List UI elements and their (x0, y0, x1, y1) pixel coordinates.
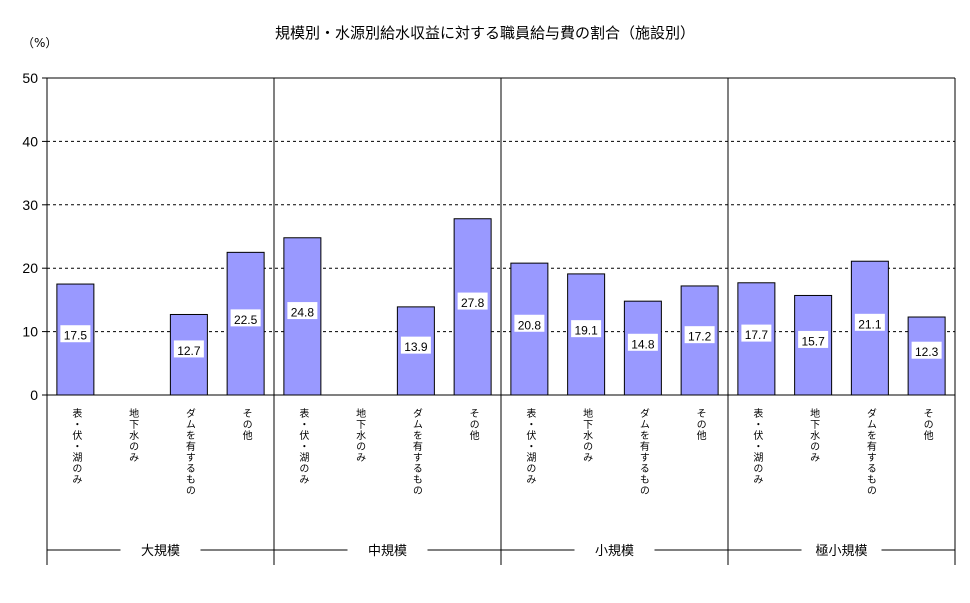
chart-title: 規模別・水源別給水収益に対する職員給与費の割合（施設別） (275, 24, 695, 42)
data-label: 24.8 (291, 306, 315, 320)
category-label: 地下水のみ (581, 407, 593, 463)
data-label: 13.9 (404, 340, 428, 354)
y-tick-label: 30 (22, 197, 38, 213)
y-unit-label: （%） (22, 36, 57, 50)
category-label: その他 (240, 408, 252, 441)
category-label: その他 (467, 408, 479, 441)
data-label-bg (514, 314, 545, 332)
category-label: 表・伏・湖のみ (297, 407, 309, 485)
data-label-bg (741, 324, 772, 342)
data-label: 17.5 (64, 329, 88, 343)
data-label-bg (457, 292, 488, 310)
data-label: 20.8 (518, 318, 542, 332)
category-label: 表・伏・湖のみ (751, 407, 763, 485)
data-label-bg (684, 326, 715, 344)
data-label-bg (173, 340, 204, 358)
data-label: 14.8 (631, 337, 655, 351)
data-label-bg (571, 320, 602, 338)
data-label: 19.1 (574, 324, 598, 338)
data-label-bg (287, 302, 318, 320)
category-label: ダムを有するもの (410, 408, 422, 496)
y-tick-label: 10 (22, 324, 38, 340)
data-label: 21.1 (858, 317, 882, 331)
data-label: 17.2 (688, 330, 712, 344)
data-label: 12.3 (915, 345, 939, 359)
category-label: 地下水のみ (354, 407, 366, 463)
category-label: 表・伏・湖のみ (524, 407, 536, 485)
category-label: その他 (921, 408, 933, 441)
category-label: ダムを有するもの (637, 408, 649, 496)
data-label-bg (230, 309, 261, 327)
group-label: 極小規模 (815, 543, 867, 559)
data-label: 12.7 (177, 344, 201, 358)
y-tick-label: 0 (30, 387, 38, 403)
data-label-bg (911, 341, 942, 359)
category-label: 地下水のみ (127, 407, 139, 463)
category-label: 地下水のみ (808, 407, 820, 463)
data-label-bg (60, 325, 91, 343)
data-label-bg (627, 333, 658, 351)
data-label: 17.7 (745, 328, 769, 342)
category-label: ダムを有するもの (864, 408, 876, 496)
group-label: 小規模 (595, 544, 634, 559)
category-label: ダムを有するもの (183, 408, 195, 496)
group-label: 中規模 (368, 544, 407, 559)
y-tick-label: 20 (22, 260, 38, 276)
category-label: その他 (694, 408, 706, 441)
data-label: 15.7 (801, 334, 825, 348)
category-label: 表・伏・湖のみ (70, 407, 82, 485)
y-tick-label: 40 (22, 133, 38, 149)
data-label-bg (854, 313, 885, 331)
y-tick-label: 50 (22, 70, 38, 86)
data-label: 22.5 (234, 313, 258, 327)
data-label: 27.8 (461, 296, 485, 310)
data-label-bg (798, 330, 829, 348)
data-label-bg (400, 336, 431, 354)
group-label: 大規模 (141, 544, 180, 559)
